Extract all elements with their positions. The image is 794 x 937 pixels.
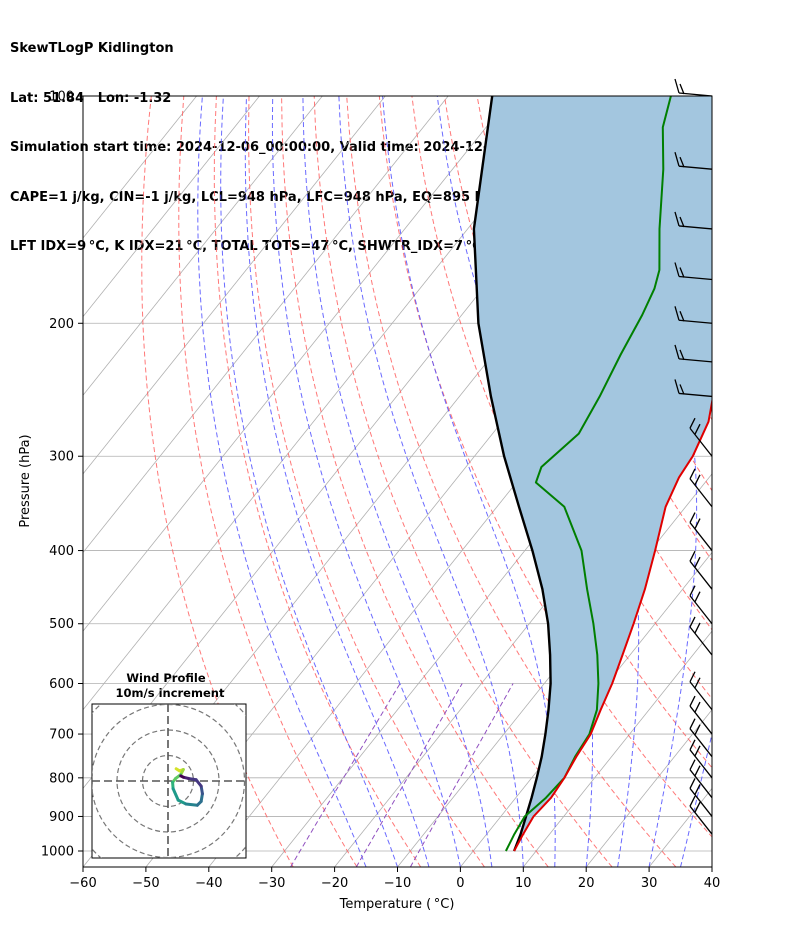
moist-adiabat bbox=[302, 96, 493, 867]
isotherm-line bbox=[522, 630, 712, 867]
y-tick-label: 900 bbox=[49, 810, 74, 825]
wind-barbs bbox=[674, 78, 713, 835]
moist-adiabat bbox=[220, 96, 398, 867]
moist-adiabat bbox=[197, 96, 367, 867]
wind-barb bbox=[689, 695, 713, 735]
mixing-ratio-line bbox=[355, 683, 463, 867]
x-tick-label: 30 bbox=[641, 876, 658, 891]
wind-barb bbox=[689, 468, 713, 508]
dry-adiabat bbox=[141, 96, 294, 867]
x-axis-label: Temperature ( °C) bbox=[339, 897, 455, 912]
isotherm-line bbox=[775, 96, 794, 867]
wind-barb bbox=[689, 795, 713, 835]
y-axis-label: Pressure (hPa) bbox=[18, 434, 33, 527]
sounding-profiles bbox=[472, 96, 712, 852]
x-tick-label: −60 bbox=[69, 876, 96, 891]
hodograph-segment bbox=[179, 774, 185, 779]
dry-adiabat bbox=[411, 96, 712, 769]
wind-barb bbox=[689, 739, 713, 779]
wind-barb bbox=[689, 585, 713, 625]
isotherm-line bbox=[83, 96, 512, 632]
temperature-line bbox=[513, 396, 712, 852]
dry-adiabat bbox=[346, 96, 677, 867]
inset-title: Wind Profile bbox=[126, 671, 206, 685]
wind-profile-inset: Wind Profile 10m/s increment bbox=[91, 671, 247, 859]
hodograph-ring bbox=[92, 704, 246, 858]
dry-adiabat bbox=[248, 96, 485, 867]
y-tick-label: 800 bbox=[49, 771, 74, 786]
hodograph-segment bbox=[184, 802, 199, 807]
y-tick-label: 300 bbox=[49, 450, 74, 465]
dry-adiabat bbox=[704, 96, 712, 116]
dry-adiabat bbox=[213, 96, 422, 867]
dry-adiabat bbox=[281, 96, 549, 867]
moist-adiabat bbox=[338, 96, 524, 867]
y-tick-label: 400 bbox=[49, 544, 74, 559]
dry-adiabat bbox=[313, 96, 613, 867]
hodograph bbox=[92, 704, 246, 858]
wind-barb bbox=[674, 344, 713, 363]
y-tick-label: 700 bbox=[49, 728, 74, 743]
wind-barb bbox=[674, 379, 713, 398]
hodograph-segment bbox=[171, 787, 180, 802]
chart-title: SkewTLogP Kidlington bbox=[10, 41, 174, 56]
wind-barb bbox=[689, 512, 713, 551]
dry-adiabat bbox=[738, 96, 794, 867]
moist-adiabat bbox=[271, 96, 461, 867]
x-tick-label: −30 bbox=[258, 876, 285, 891]
wind-barb bbox=[689, 550, 713, 590]
y-axis-ticks: 1000 900 800 700 600 500 400 300 200 100 bbox=[41, 90, 83, 860]
y-tick-label: 1000 bbox=[41, 845, 74, 860]
x-axis-ticks: −60 −50 −40 −30 −20 −10 0 10 20 30 40 bbox=[69, 867, 720, 891]
moist-adiabat bbox=[711, 865, 712, 867]
x-tick-label: −50 bbox=[132, 876, 159, 891]
isotherm-line bbox=[585, 709, 712, 867]
x-tick-label: 20 bbox=[578, 876, 595, 891]
moist-adiabat bbox=[382, 96, 556, 867]
x-tick-label: −20 bbox=[321, 876, 348, 891]
isotherm-line bbox=[711, 866, 712, 867]
wind-barb bbox=[674, 262, 713, 281]
wind-barb bbox=[689, 778, 713, 817]
wind-barb bbox=[674, 151, 713, 170]
mixing-ratio-line bbox=[290, 683, 401, 867]
wind-barb bbox=[689, 759, 713, 799]
isotherm-line bbox=[83, 96, 449, 554]
wind-barb bbox=[689, 616, 713, 656]
station-coordinates: Lat: 51.84 Lon: -1.32 bbox=[10, 90, 172, 106]
moist-adiabat bbox=[599, 96, 698, 867]
wind-barb bbox=[689, 671, 713, 711]
dry-adiabat bbox=[178, 96, 358, 867]
cape-shaded-region bbox=[473, 96, 712, 851]
y-tick-label: 200 bbox=[49, 317, 74, 332]
x-tick-label: 0 bbox=[456, 876, 464, 891]
wind-barb bbox=[674, 78, 713, 97]
y-tick-label: 600 bbox=[49, 677, 74, 692]
isotherm-line bbox=[83, 96, 323, 396]
x-tick-label: −10 bbox=[384, 876, 411, 891]
wind-barb bbox=[689, 718, 713, 758]
isotherm-line bbox=[83, 96, 197, 239]
isotherm-line bbox=[83, 96, 386, 475]
cape-fill bbox=[473, 96, 712, 851]
y-tick-label: 100 bbox=[49, 90, 74, 105]
moist-adiabat bbox=[244, 96, 430, 867]
isotherm-line bbox=[83, 96, 575, 711]
x-tick-label: −40 bbox=[195, 876, 222, 891]
x-tick-label: 10 bbox=[515, 876, 532, 891]
wind-barb bbox=[689, 417, 713, 457]
isotherm-line bbox=[83, 96, 260, 318]
wind-barb bbox=[674, 211, 713, 230]
parcel-line bbox=[472, 96, 552, 852]
x-tick-label: 40 bbox=[704, 876, 721, 891]
y-tick-label: 500 bbox=[49, 617, 74, 632]
inset-subtitle: 10m/s increment bbox=[116, 686, 225, 700]
mixing-ratio-line bbox=[409, 683, 514, 867]
wind-barb bbox=[674, 306, 713, 324]
